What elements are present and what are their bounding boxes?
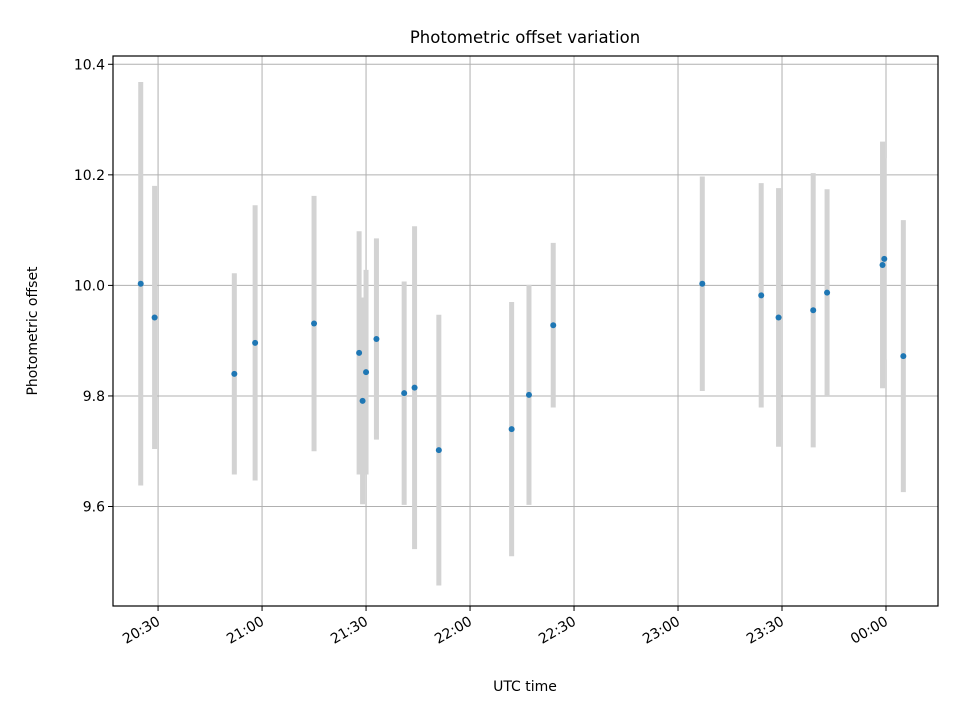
data-point xyxy=(525,391,532,398)
plot-frame xyxy=(112,55,939,607)
data-point xyxy=(881,255,888,262)
x-axis-label: UTC time xyxy=(493,679,557,695)
data-point xyxy=(137,280,144,287)
data-point xyxy=(363,369,370,376)
data-point xyxy=(356,349,363,356)
data-point xyxy=(550,322,557,329)
data-point xyxy=(411,384,418,391)
data-point xyxy=(824,289,831,296)
y-tick-label: 10.0 xyxy=(74,278,105,294)
data-point xyxy=(151,314,158,321)
y-tick-label: 9.6 xyxy=(83,500,105,516)
y-axis-label: Photometric offset xyxy=(25,266,41,396)
data-point xyxy=(311,320,318,327)
data-point xyxy=(775,314,782,321)
data-point xyxy=(231,370,238,377)
grid xyxy=(113,56,938,606)
data-point xyxy=(758,292,765,299)
y-axis: 9.6 9.8 10.0 10.2 10.4 xyxy=(74,57,113,516)
data-point xyxy=(401,390,408,397)
data-points xyxy=(137,255,907,454)
data-point xyxy=(435,447,442,454)
data-point xyxy=(879,261,886,268)
y-tick-label: 9.8 xyxy=(83,389,105,405)
data-point xyxy=(252,339,259,346)
data-point xyxy=(373,336,380,343)
data-point xyxy=(810,307,817,314)
chart-title: Photometric offset variation xyxy=(410,28,640,47)
data-point xyxy=(508,426,515,433)
data-point xyxy=(900,353,907,360)
data-point xyxy=(699,280,706,287)
y-tick-label: 10.2 xyxy=(74,168,105,184)
y-tick-label: 10.4 xyxy=(74,57,105,73)
data-point xyxy=(359,397,366,404)
